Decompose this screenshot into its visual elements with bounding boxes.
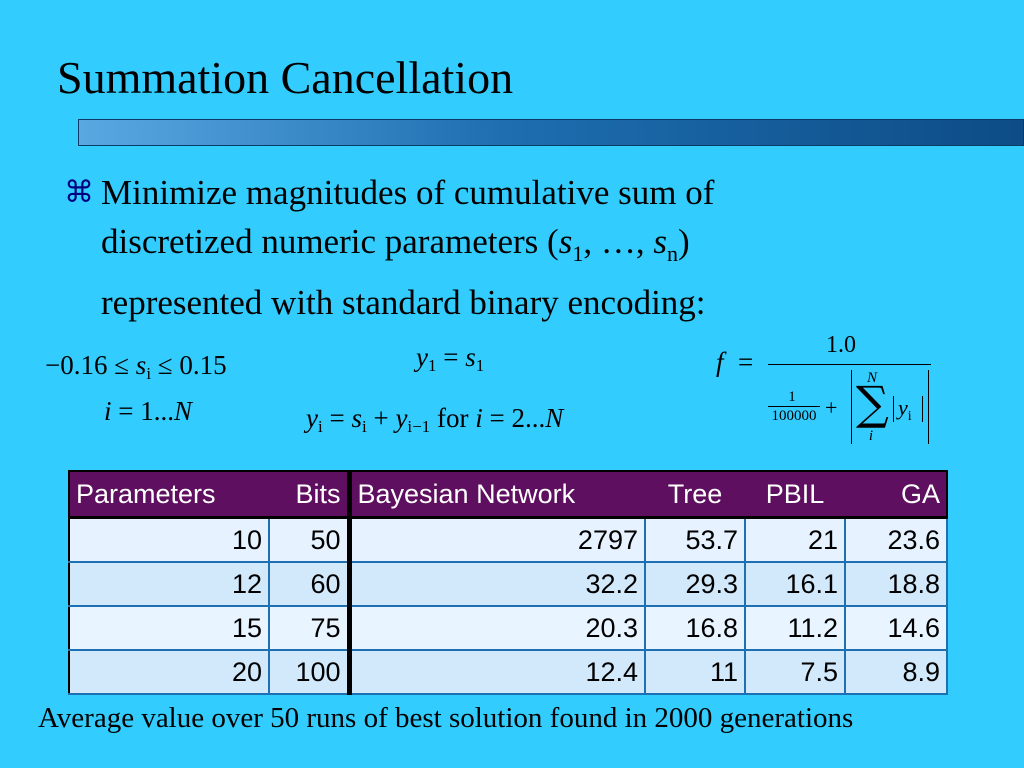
cell-parameters: 10: [69, 517, 270, 563]
index-rest: = 1...: [111, 396, 174, 426]
yi-s-sub: i: [361, 417, 367, 436]
yi-s: s: [351, 403, 362, 433]
f-lhs: f: [716, 347, 724, 377]
f-fraction-line: [768, 364, 931, 365]
bullet-text: Minimize magnitudes of cumulative sum of…: [101, 168, 1001, 327]
f-plus: +: [825, 395, 838, 420]
yi-lhs-sub: i: [317, 417, 323, 436]
cell-bayesian-network: 20.3: [349, 606, 646, 651]
y1-lhs-sub: 1: [427, 356, 437, 375]
cell-parameters: 12: [69, 562, 270, 607]
f-small-denominator: 100000: [771, 408, 817, 424]
header-tree: Tree: [645, 471, 745, 519]
param-separator: , …,: [583, 222, 654, 261]
f-sigma-lower: i: [868, 428, 874, 444]
yi-N: N: [545, 403, 564, 433]
title-underline-bar: [78, 119, 1024, 146]
f-inner-abs-left: [893, 396, 894, 422]
cell-pbil: 7.5: [745, 650, 846, 695]
constraint-equation: −0.16 ≤ si ≤ 0.15: [45, 350, 227, 383]
command-key-icon: ⌘: [64, 175, 94, 210]
cell-pbil: 11.2: [745, 606, 846, 651]
constraint-lower: −0.16 ≤: [45, 350, 136, 380]
param-s-last: s: [653, 222, 667, 261]
index-var: i: [104, 396, 112, 426]
cell-bits: 75: [269, 606, 352, 651]
cell-pbil: 16.1: [745, 562, 846, 607]
cell-ga: 23.6: [845, 517, 948, 563]
cell-bayesian-network: 12.4: [349, 650, 646, 695]
param-sub-n: n: [666, 241, 678, 266]
f-sigma: ∑: [856, 376, 889, 430]
header-bits: Bits: [269, 471, 352, 519]
cell-bayesian-network: 2797: [349, 517, 646, 563]
constraint-sub: i: [146, 364, 152, 383]
yi-equation: yi = si + yi−1 for i = 2...N: [306, 403, 564, 436]
cell-bits: 50: [269, 517, 352, 563]
param-close: ): [677, 222, 690, 261]
cell-ga: 18.8: [845, 562, 948, 607]
f-small-numerator: 1: [788, 389, 796, 405]
header-bayesian-network: Bayesian Network: [349, 471, 645, 519]
index-N: N: [174, 396, 193, 426]
yi-plus: +: [366, 403, 396, 433]
yi-y-sub: i−1: [407, 417, 431, 436]
f-outer-abs-right: [928, 370, 929, 444]
y1-rhs-sub: 1: [475, 356, 485, 375]
f-outer-abs-left: [851, 370, 852, 444]
bullet-line-1: Minimize magnitudes of cumulative sum of: [101, 173, 715, 212]
cell-pbil: 21: [745, 517, 846, 563]
yi-i: i: [475, 403, 483, 433]
f-inner-abs-right: [922, 396, 923, 422]
f-eq: =: [738, 347, 754, 377]
results-table: Parameters Bits Bayesian Network Tree PB…: [68, 470, 948, 695]
constraint-upper: ≤ 0.15: [151, 350, 227, 380]
yi-range: = 2...: [482, 403, 546, 433]
cell-tree: 16.8: [645, 606, 746, 651]
yi-y: y: [395, 403, 408, 433]
slide-title: Summation Cancellation: [57, 52, 514, 103]
f-numerator: 1.0: [826, 332, 856, 358]
table-row: 12 60 32.2 29.3 16.1 18.8: [69, 562, 948, 607]
cell-tree: 53.7: [645, 517, 746, 563]
bullet-line-2-text: discretized numeric parameters (: [101, 222, 559, 261]
table-header-row: Parameters Bits Bayesian Network Tree PB…: [69, 471, 947, 519]
cell-bits: 100: [269, 650, 352, 695]
cell-parameters: 20: [69, 650, 270, 695]
f-y: yi: [898, 395, 912, 424]
header-ga: GA: [845, 471, 947, 519]
cell-ga: 8.9: [845, 650, 948, 695]
table-row: 10 50 2797 53.7 21 23.6: [69, 517, 948, 563]
constraint-var: s: [135, 350, 147, 380]
y1-lhs: y: [416, 342, 428, 372]
yi-eq: =: [322, 403, 352, 433]
table-row: 15 75 20.3 16.8 11.2 14.6: [69, 606, 948, 651]
table-caption: Average value over 50 runs of best solut…: [38, 702, 854, 734]
bullet-line-3: represented with standard binary encodin…: [101, 283, 706, 322]
param-sub-1: 1: [572, 241, 584, 266]
header-parameters: Parameters: [69, 471, 269, 519]
table-row: 20 100 12.4 11 7.5 8.9: [69, 650, 948, 695]
header-pbil: PBIL: [745, 471, 845, 519]
bullet-line-2: discretized numeric parameters (s1, …, s…: [101, 217, 1001, 278]
cell-ga: 14.6: [845, 606, 948, 651]
index-range-equation: i = 1...N: [104, 396, 192, 426]
param-s-first: s: [558, 222, 573, 261]
yi-lhs: y: [306, 403, 318, 433]
cell-bits: 60: [269, 562, 352, 607]
y1-rhs: s: [465, 342, 476, 372]
y1-equation: y1 = s1: [416, 342, 485, 375]
f-small-fraction-line: [768, 406, 820, 407]
yi-for: for: [430, 403, 476, 433]
f-sigma-upper: N: [866, 370, 877, 386]
cell-tree: 11: [645, 650, 746, 695]
y1-eq: =: [436, 342, 466, 372]
cell-parameters: 15: [69, 606, 270, 651]
cell-bayesian-network: 32.2: [349, 562, 646, 607]
cell-tree: 29.3: [645, 562, 746, 607]
